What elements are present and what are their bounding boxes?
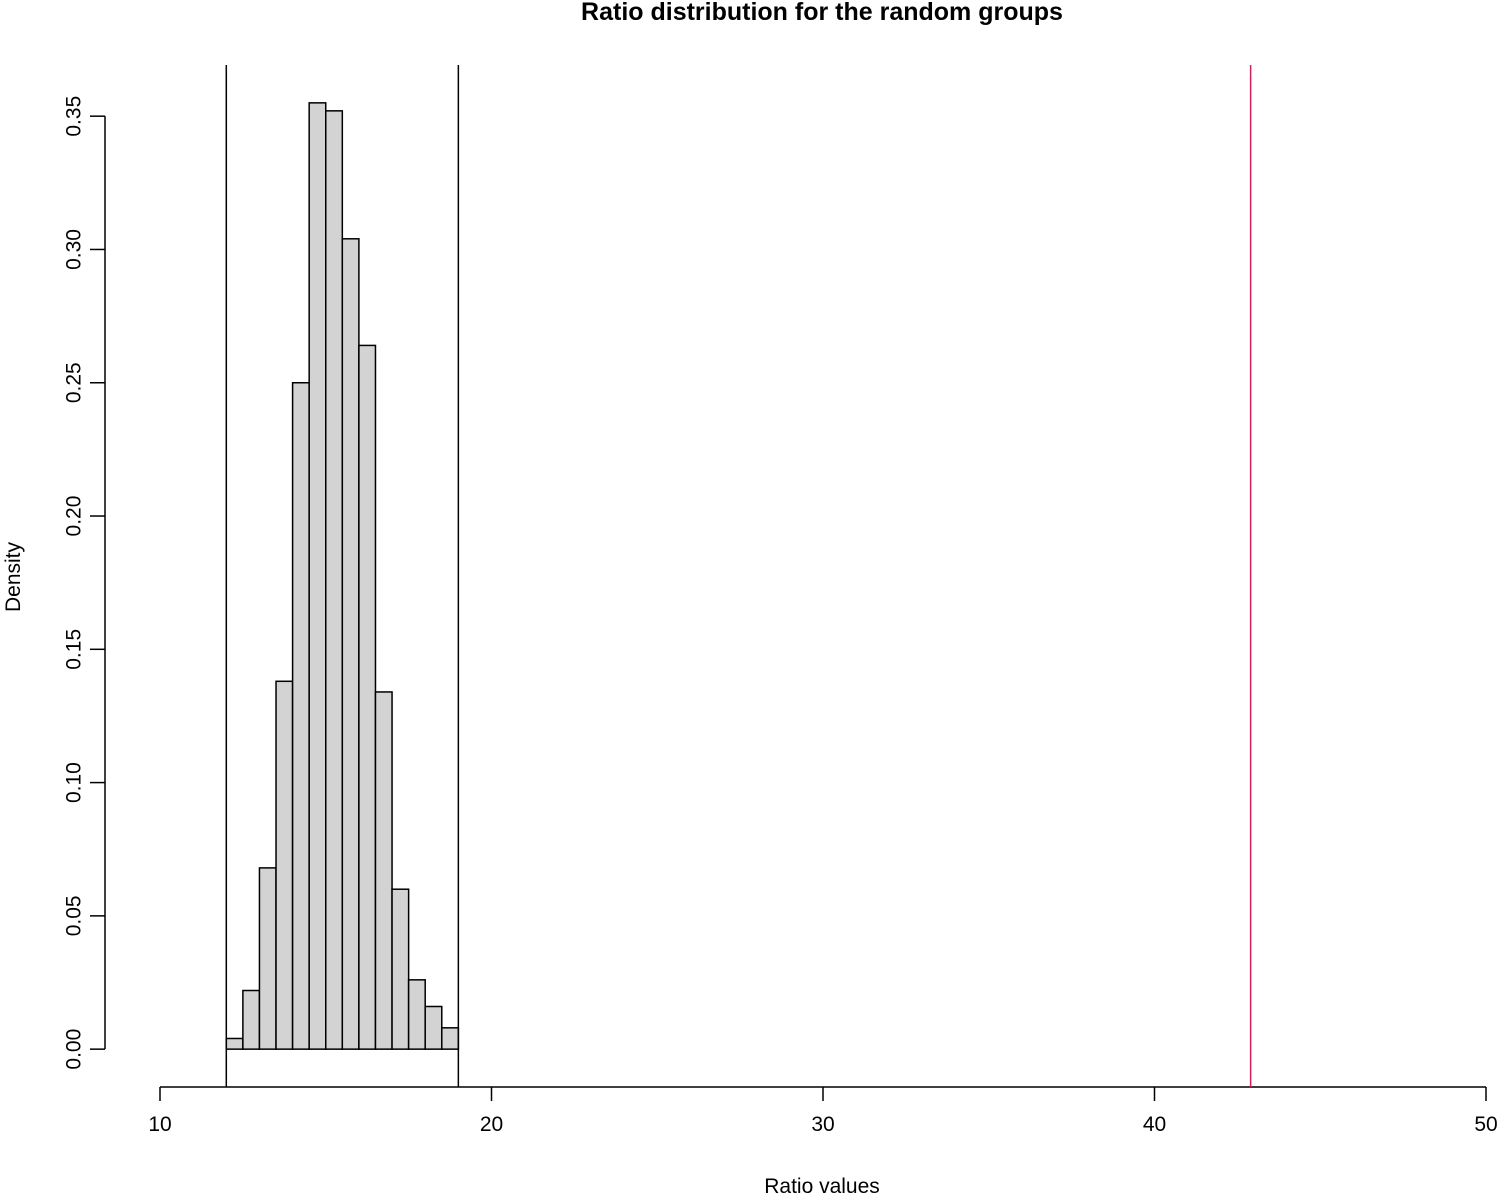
y-tick-label: 0.00 — [63, 1029, 86, 1070]
bar — [291, 381, 310, 1050]
bar — [341, 238, 360, 1050]
bar — [424, 1005, 443, 1050]
chart-title: Ratio distribution for the random groups — [581, 0, 1063, 26]
bar — [258, 867, 277, 1050]
x-tick-label: 30 — [811, 1113, 834, 1136]
bar — [391, 888, 410, 1050]
bar — [374, 691, 393, 1050]
x-axis-label: Ratio values — [764, 1175, 880, 1195]
x-tick-label: 20 — [480, 1113, 503, 1136]
y-tick-label: 0.20 — [63, 496, 86, 537]
y-tick-label: 0.30 — [63, 229, 86, 270]
bar — [441, 1027, 460, 1050]
bar — [242, 989, 261, 1050]
bar — [225, 1037, 244, 1050]
x-tick-label: 10 — [148, 1113, 171, 1136]
bar — [325, 110, 344, 1050]
bar — [358, 344, 377, 1050]
y-tick-label: 0.10 — [63, 762, 86, 803]
bar — [308, 102, 327, 1050]
y-tick-label: 0.05 — [63, 895, 86, 936]
y-axis-label: Density — [2, 541, 25, 612]
y-tick-label: 0.35 — [63, 96, 86, 137]
x-tick-label: 50 — [1474, 1113, 1497, 1136]
bar — [407, 979, 426, 1050]
bar — [275, 680, 294, 1050]
x-tick-label: 40 — [1143, 1113, 1166, 1136]
y-tick-label: 0.15 — [63, 629, 86, 670]
y-tick-label: 0.25 — [63, 362, 86, 403]
